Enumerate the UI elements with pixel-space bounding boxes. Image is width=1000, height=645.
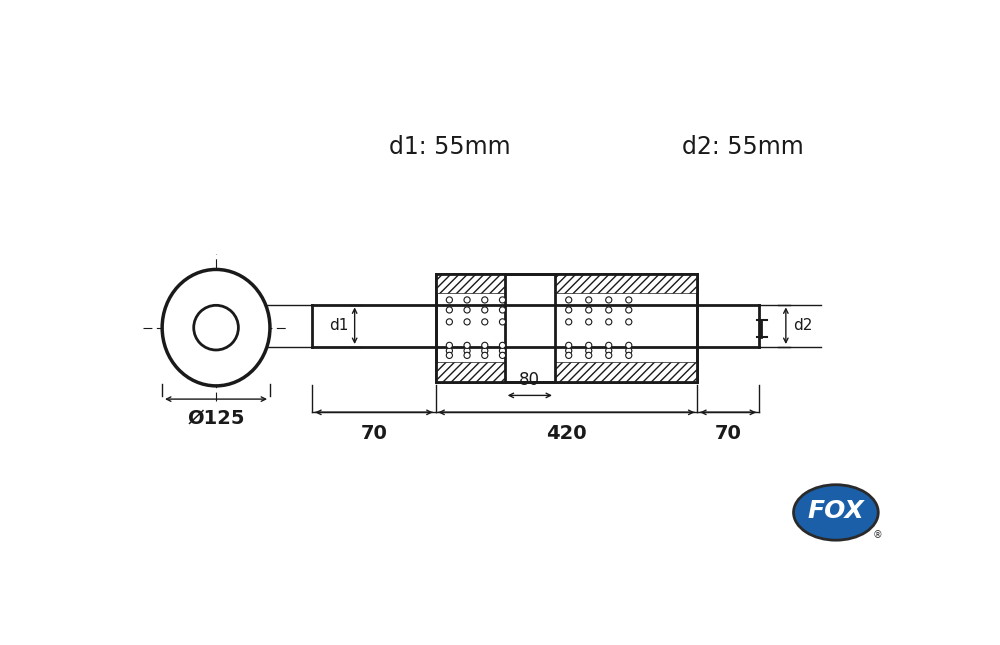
Circle shape [626, 348, 632, 354]
Circle shape [606, 352, 612, 359]
Circle shape [586, 319, 592, 325]
Text: 80: 80 [519, 372, 540, 389]
Circle shape [606, 297, 612, 303]
Text: FOX: FOX [808, 499, 864, 523]
Text: 70: 70 [360, 424, 387, 443]
Circle shape [606, 348, 612, 354]
Text: ®: ® [873, 531, 882, 541]
Bar [555, 273, 697, 293]
Circle shape [586, 307, 592, 313]
Bar [436, 273, 505, 293]
Circle shape [464, 352, 470, 359]
Circle shape [566, 342, 572, 348]
Text: Ø125: Ø125 [187, 408, 245, 428]
Circle shape [606, 342, 612, 348]
Circle shape [499, 319, 506, 325]
Circle shape [626, 297, 632, 303]
Text: d2: 55mm: d2: 55mm [682, 135, 804, 159]
Circle shape [626, 319, 632, 325]
Circle shape [566, 319, 572, 325]
Circle shape [464, 319, 470, 325]
Circle shape [194, 305, 238, 350]
Circle shape [499, 348, 506, 354]
Circle shape [464, 297, 470, 303]
Circle shape [499, 342, 506, 348]
Circle shape [606, 307, 612, 313]
Circle shape [446, 342, 452, 348]
Circle shape [482, 307, 488, 313]
Circle shape [586, 348, 592, 354]
Text: 70: 70 [715, 424, 742, 443]
Circle shape [566, 348, 572, 354]
Circle shape [499, 297, 506, 303]
Ellipse shape [794, 485, 878, 540]
Circle shape [482, 348, 488, 354]
Circle shape [446, 352, 452, 359]
Circle shape [464, 348, 470, 354]
Circle shape [586, 352, 592, 359]
Text: d2: d2 [794, 318, 813, 333]
Circle shape [446, 307, 452, 313]
Circle shape [499, 352, 506, 359]
Text: d1: 55mm: d1: 55mm [389, 135, 511, 159]
Circle shape [482, 297, 488, 303]
Text: 420: 420 [546, 424, 587, 443]
Circle shape [446, 297, 452, 303]
Text: d1: d1 [329, 318, 348, 333]
Ellipse shape [162, 270, 270, 386]
Circle shape [464, 307, 470, 313]
Circle shape [626, 352, 632, 359]
Circle shape [566, 352, 572, 359]
Circle shape [626, 342, 632, 348]
Circle shape [566, 307, 572, 313]
Circle shape [482, 319, 488, 325]
Circle shape [586, 342, 592, 348]
Circle shape [626, 307, 632, 313]
Bar [436, 273, 697, 382]
Bar [555, 362, 697, 382]
Bar [436, 273, 697, 382]
Circle shape [464, 342, 470, 348]
Bar [436, 362, 505, 382]
Circle shape [482, 342, 488, 348]
Circle shape [482, 352, 488, 359]
Circle shape [586, 297, 592, 303]
Circle shape [566, 297, 572, 303]
Circle shape [606, 319, 612, 325]
Circle shape [446, 319, 452, 325]
Circle shape [446, 348, 452, 354]
Circle shape [499, 307, 506, 313]
